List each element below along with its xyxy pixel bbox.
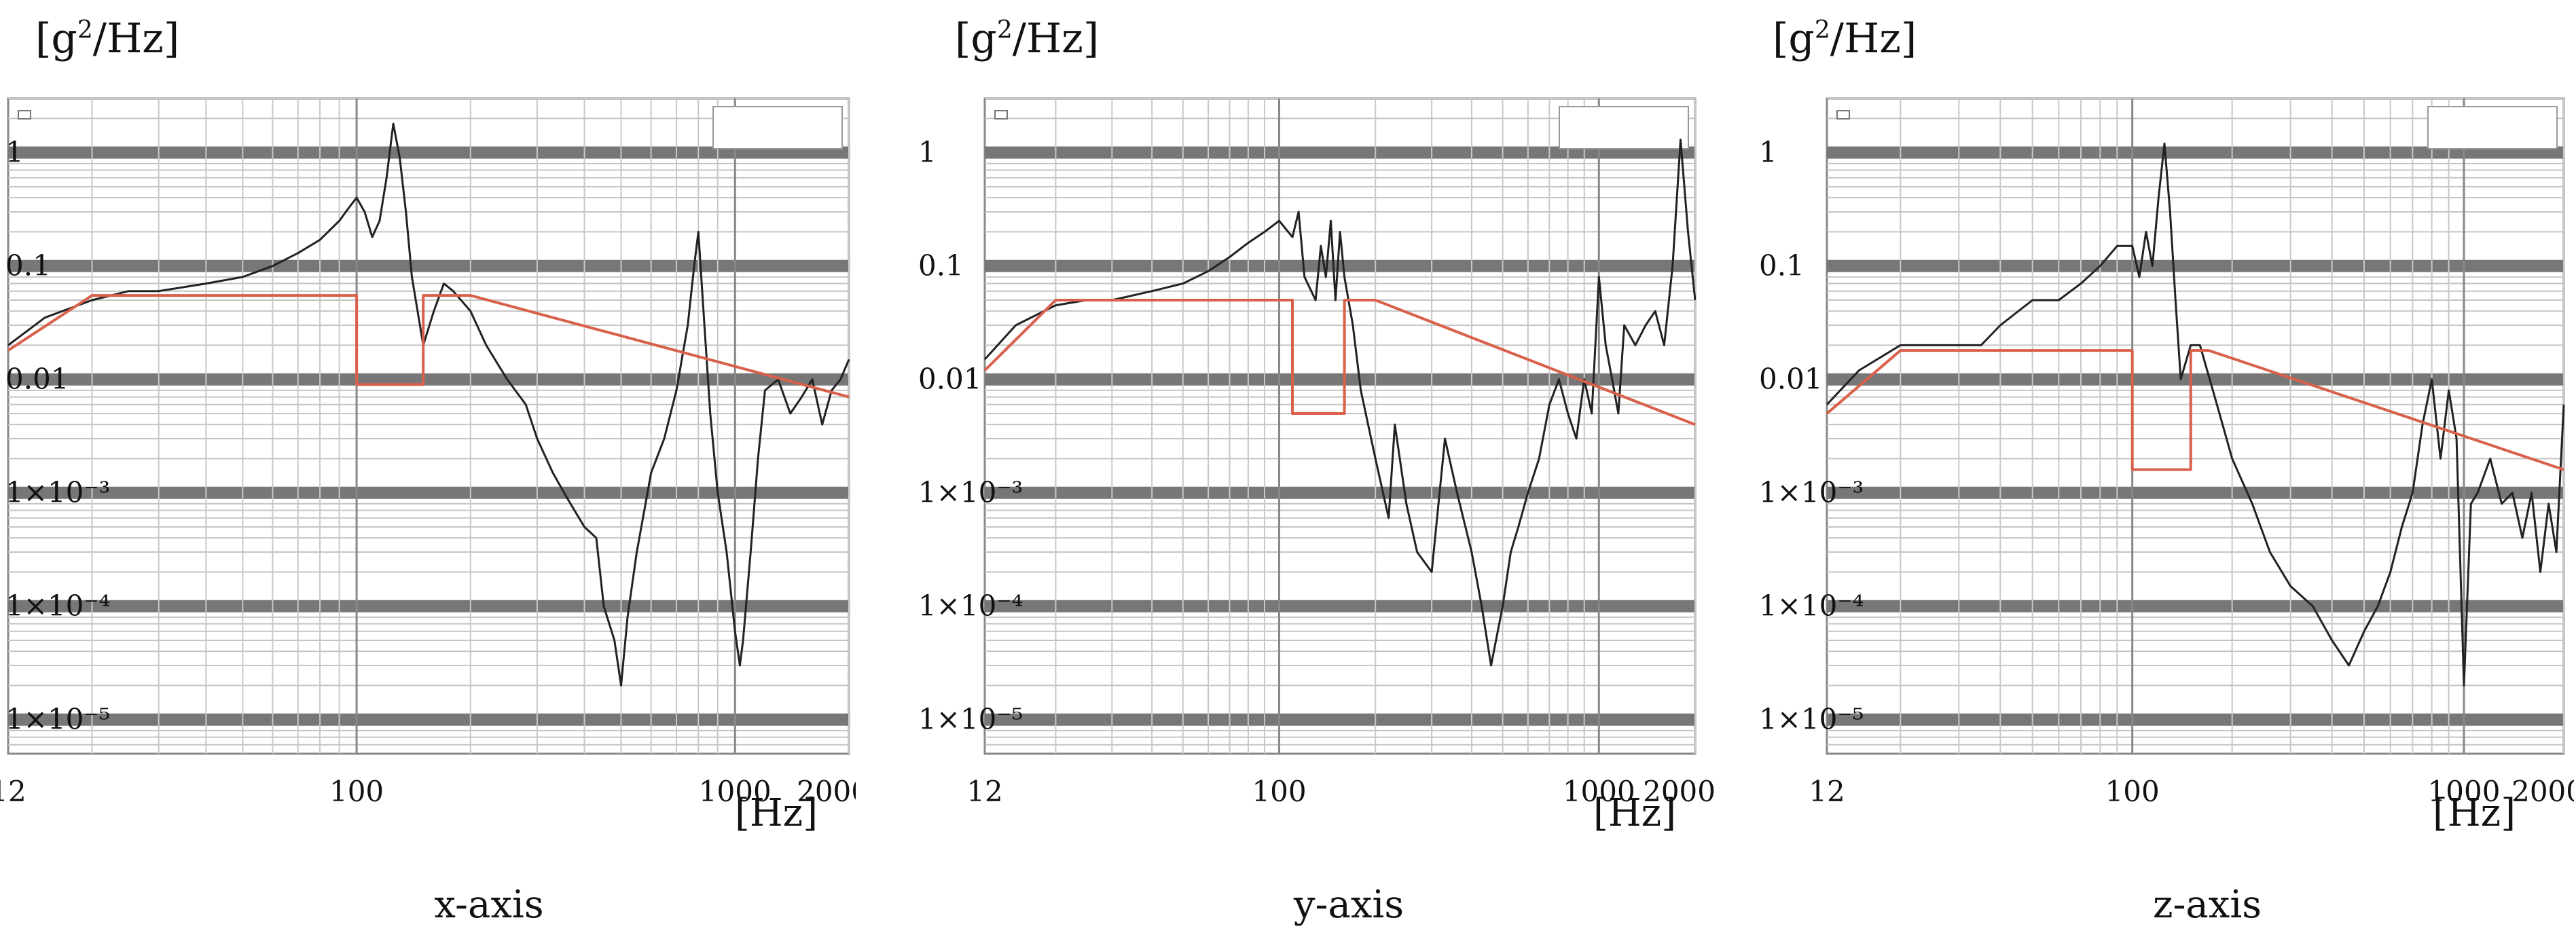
y-tick-label: 1×10⁻⁴ (5, 589, 110, 623)
y-axis-title: [g2/Hz] (955, 15, 1100, 62)
legend-box (712, 106, 843, 149)
y-tick-label: 1×10⁻³ (5, 476, 110, 509)
x-tick-label: 1000 (699, 775, 772, 808)
y-tick-label: 1 (5, 136, 24, 169)
x-tick-label: 2000 (1643, 775, 1716, 808)
series-line-profile (1826, 349, 2564, 471)
y-tick-label: 1×10⁻³ (1759, 476, 1864, 509)
y-axis-title: [g2/Hz] (35, 15, 180, 62)
x-tick-label: 1000 (2428, 775, 2501, 808)
chart-panel-x: [g2/Hz] 10.10.011×10⁻³1×10⁻⁴1×10⁻⁵121001… (0, 0, 856, 952)
legend-box (1559, 106, 1689, 149)
plot-area (7, 97, 850, 755)
grid (8, 98, 850, 754)
x-axis-unit: [Hz] (1593, 791, 1677, 835)
chart-panel-z: [g2/Hz] 1 0.1 0.01 1×10⁻³ 1×10⁻⁴ 1×10⁻⁵ 12 100 1… (1718, 0, 2574, 952)
x-tick-label: 12 (0, 775, 26, 808)
x-tick-label: 2000 (2511, 775, 2574, 808)
x-tick-label: 100 (1252, 775, 1306, 808)
y-tick-label: 1×10⁻⁴ (1759, 589, 1864, 623)
chart-caption: y-axis (1293, 883, 1404, 927)
y-tick-label: 1×10⁻⁵ (918, 703, 1023, 736)
y-tick-label: 1×10⁻³ (918, 476, 1023, 509)
legend-box (2427, 106, 2558, 149)
y-tick-label: 0.1 (1759, 249, 1804, 282)
corner-marker (994, 110, 1008, 120)
x-axis-unit: [Hz] (735, 791, 818, 835)
x-tick-label: 12 (966, 775, 1002, 808)
plot-area (983, 97, 1697, 755)
series-line-response (1826, 143, 2565, 686)
x-tick-label: 100 (2105, 775, 2160, 808)
y-tick-label: 1×10⁻⁴ (918, 589, 1023, 623)
x-tick-label: 2000 (797, 775, 856, 808)
x-tick-label: 12 (1809, 775, 1845, 808)
y-tick-label: 1 (918, 136, 937, 169)
y-tick-label: 0.01 (5, 363, 69, 396)
y-axis-title: [g2/Hz] (1773, 15, 1917, 62)
series-line-profile (7, 294, 850, 399)
y-tick-label: 0.01 (1759, 363, 1823, 396)
series-line-response (983, 139, 1697, 667)
x-tick-label: 100 (329, 775, 384, 808)
chart-svg: 1 0.1 0.01 1×10⁻³ 1×10⁻⁴ 1×10⁻⁵ 12 100 1000 2000 (1759, 97, 2574, 808)
x-axis-unit: [Hz] (2433, 791, 2516, 835)
plot-area (1826, 97, 2565, 755)
chart-caption: x-axis (434, 883, 544, 927)
corner-marker (1836, 110, 1850, 120)
series-line-response (7, 122, 850, 686)
y-tick-label: 0.01 (918, 363, 982, 396)
chart-svg: 1 0.1 0.01 1×10⁻³ 1×10⁻⁴ 1×10⁻⁵ 12 100 1000 2000 (0, 97, 856, 808)
y-tick-label: 0.1 (5, 249, 51, 282)
chart-caption: z-axis (2152, 883, 2262, 927)
y-tick-label: 1 (1759, 136, 1777, 169)
chart-panel-y: [g2/Hz] 1 0.1 0.01 1×10⁻³ 1×10⁻⁴ 1×10⁻⁵ 12 100 1… (860, 0, 1716, 952)
x-tick-label: 1000 (1563, 775, 1635, 808)
series-line-profile (983, 299, 1696, 426)
y-tick-label: 1×10⁻⁵ (5, 703, 110, 736)
corner-marker (18, 110, 31, 120)
y-tick-label: 1×10⁻⁵ (1759, 703, 1864, 736)
y-tick-label: 0.1 (918, 249, 964, 282)
